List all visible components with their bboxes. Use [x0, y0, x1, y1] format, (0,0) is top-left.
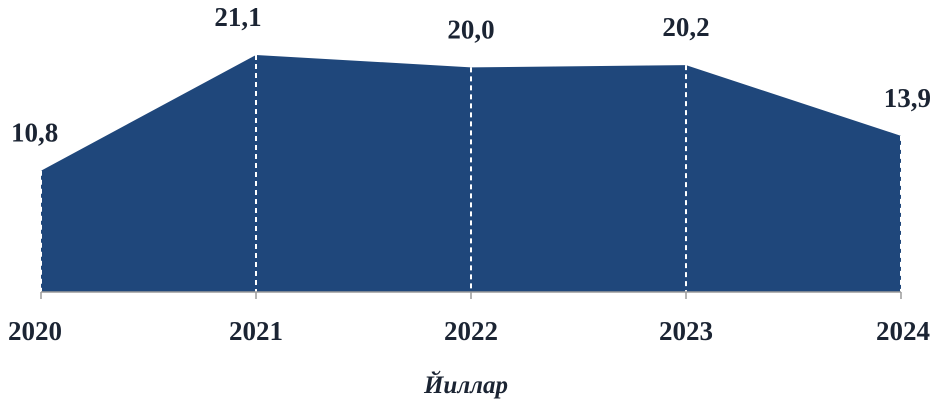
data-label-2023: 20,2 — [662, 12, 709, 42]
x-tick-label-2024: 2024 — [876, 316, 930, 346]
x-tick-label-2020: 2020 — [8, 316, 62, 346]
x-tick-labels: 2020 2021 2022 2023 2024 — [8, 316, 930, 346]
data-label-2021: 21,1 — [214, 2, 261, 32]
divider-layer — [40, 55, 902, 292]
data-labels: 10,8 21,1 20,0 20,2 13,9 — [11, 2, 931, 148]
x-tick-label-2023: 2023 — [659, 316, 713, 346]
x-tick-label-2022: 2022 — [444, 316, 498, 346]
x-axis — [40, 291, 902, 299]
x-tick-label-2021: 2021 — [229, 316, 283, 346]
data-label-2024: 13,9 — [884, 83, 931, 113]
data-label-2022: 20,0 — [447, 14, 494, 44]
x-axis-title: Йиллар — [423, 370, 508, 399]
data-label-2020: 10,8 — [11, 118, 58, 148]
